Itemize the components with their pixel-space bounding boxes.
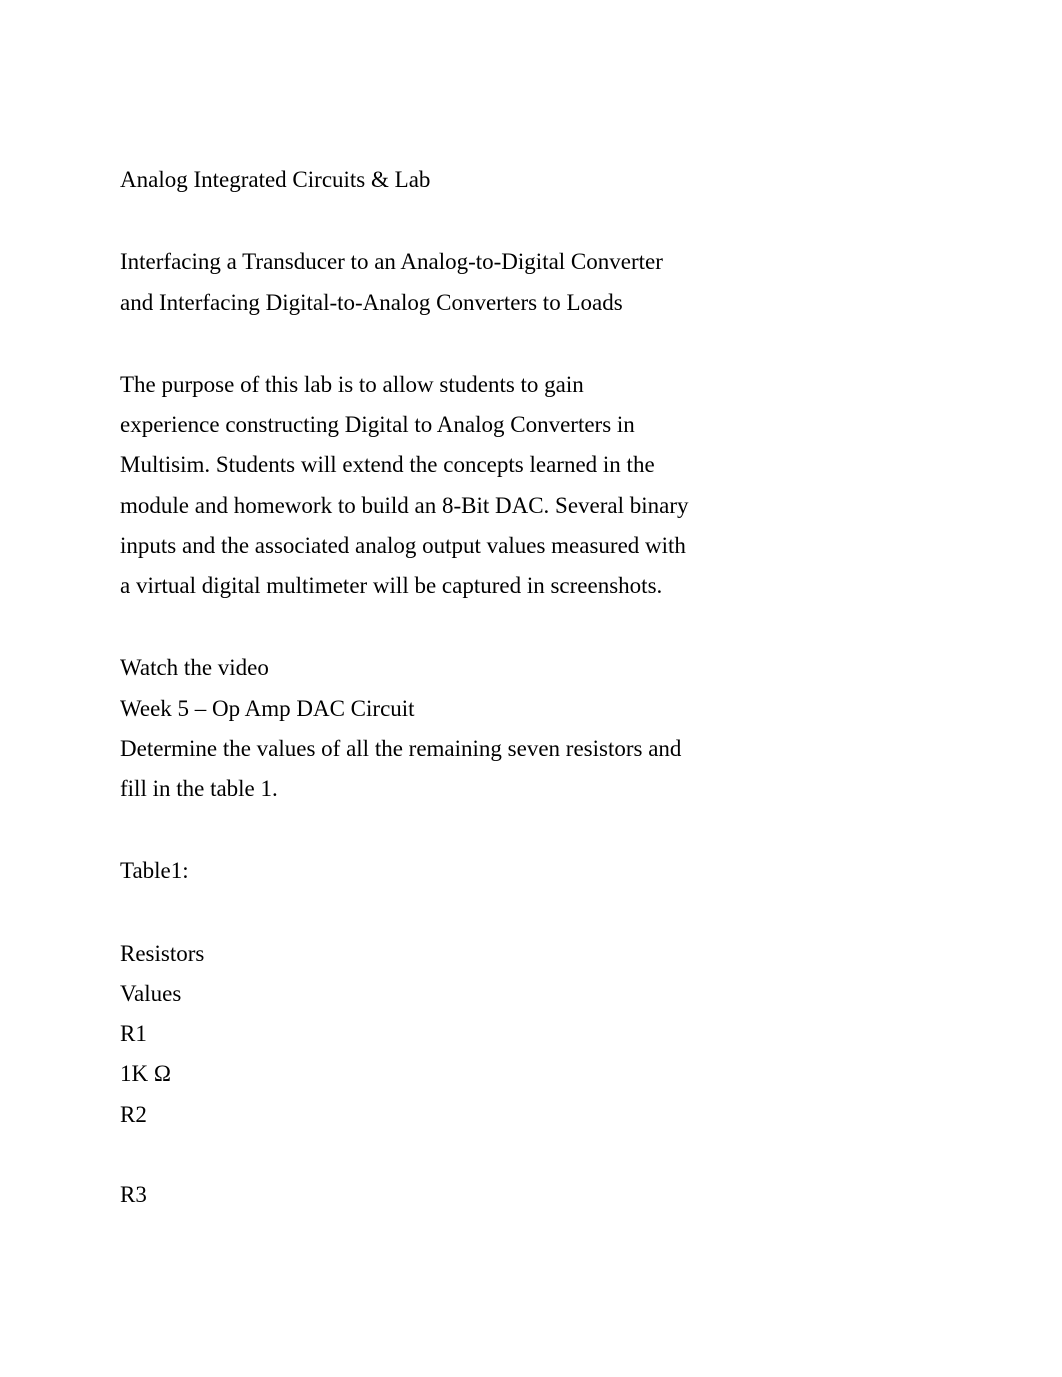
purpose-block: The purpose of this lab is to allow stud… [120, 365, 942, 607]
table-r1-label: R1 [120, 1014, 942, 1054]
table-r2-label: R2 [120, 1095, 942, 1135]
purpose-line-2: experience constructing Digital to Analo… [120, 405, 942, 445]
determine-line-2: fill in the table 1. [120, 769, 942, 809]
subtitle-block: Interfacing a Transducer to an Analog-to… [120, 242, 942, 323]
week-title: Week 5 – Op Amp DAC Circuit [120, 689, 942, 729]
table-label-block: Table1: [120, 851, 942, 891]
table-block: Resistors Values R1 1K Ω R2 R3 [120, 934, 942, 1216]
purpose-line-5: inputs and the associated analog output … [120, 526, 942, 566]
purpose-line-1: The purpose of this lab is to allow stud… [120, 365, 942, 405]
table-r3-label: R3 [120, 1175, 942, 1215]
table-r2-blank [120, 1135, 942, 1175]
table-col-header-resistors: Resistors [120, 934, 942, 974]
purpose-line-4: module and homework to build an 8-Bit DA… [120, 486, 942, 526]
table-r1-value: 1K Ω [120, 1054, 942, 1094]
subtitle-line-1: Interfacing a Transducer to an Analog-to… [120, 242, 942, 282]
determine-line-1: Determine the values of all the remainin… [120, 729, 942, 769]
subtitle-line-2: and Interfacing Digital-to-Analog Conver… [120, 283, 942, 323]
purpose-line-6: a virtual digital multimeter will be cap… [120, 566, 942, 606]
purpose-line-3: Multisim. Students will extend the conce… [120, 445, 942, 485]
table-col-header-values: Values [120, 974, 942, 1014]
course-title: Analog Integrated Circuits & Lab [120, 160, 942, 200]
course-title-block: Analog Integrated Circuits & Lab [120, 160, 942, 200]
watch-video-text: Watch the video [120, 648, 942, 688]
instructions-block: Watch the video Week 5 – Op Amp DAC Circ… [120, 648, 942, 809]
table-label: Table1: [120, 851, 942, 891]
